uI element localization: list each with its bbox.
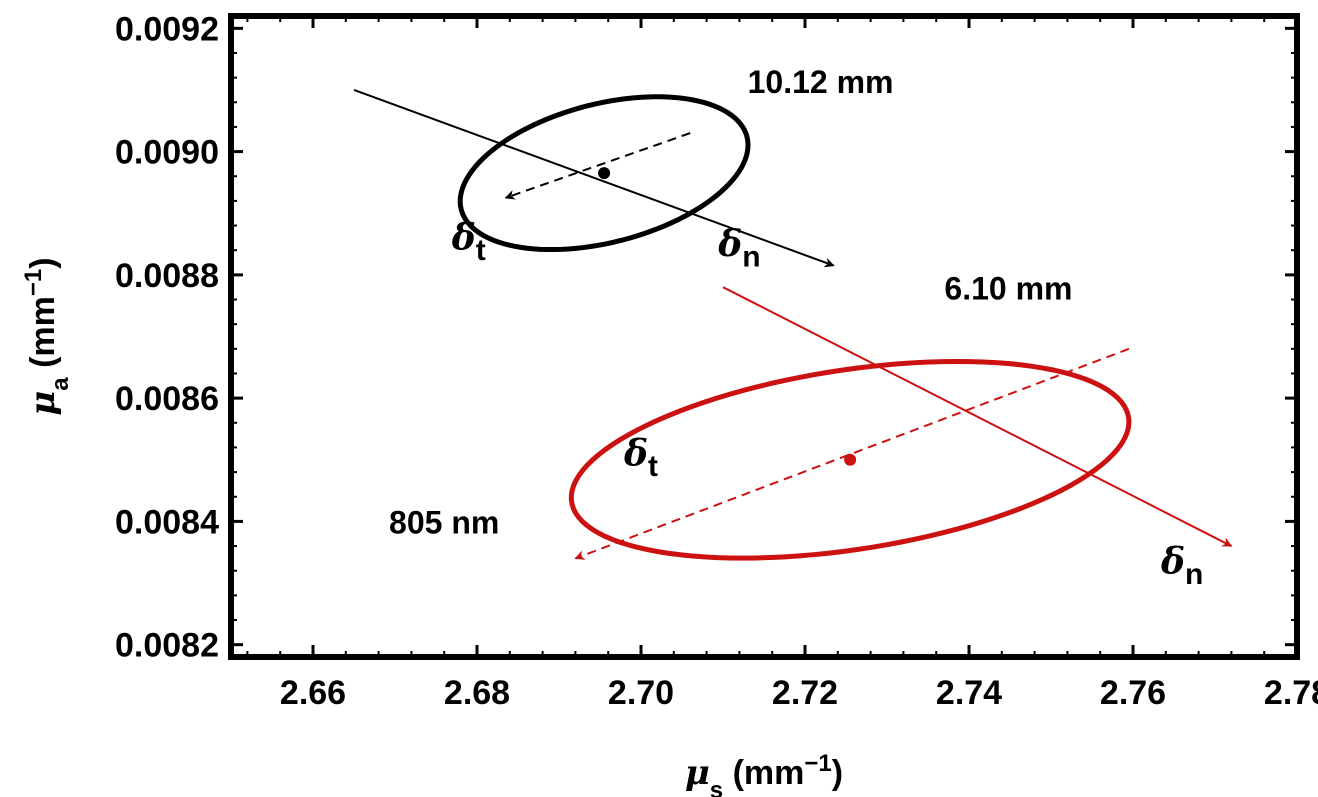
x-tick-label: 2.74 [936, 674, 1002, 712]
x-tick-label: 2.66 [280, 674, 346, 712]
delta-n-arrow [722, 286, 1233, 547]
delta-n-label: δn [1160, 541, 1203, 591]
y-tick-label: 0.0086 [115, 380, 219, 418]
delta-n-arrow [353, 89, 835, 268]
axis-ticks [231, 16, 1299, 657]
delta-n-label: δn [717, 223, 760, 273]
x-axis-title: μs (mm−1) [685, 750, 843, 797]
x-tick-label: 2.70 [608, 674, 674, 712]
wavelength-annotation: 805 nm [389, 505, 499, 541]
y-axis-title: μa (mm−1) [20, 257, 74, 415]
x-tick-label: 2.76 [1100, 674, 1166, 712]
y-tick-label: 0.0088 [115, 257, 219, 295]
confidence-ellipse [457, 94, 751, 253]
y-tick-label: 0.0084 [115, 503, 219, 541]
series-1: 10.12 mm δn δt [353, 64, 894, 273]
series-2: 6.10 mm δn δt [568, 271, 1233, 591]
delta-t-arrow [574, 347, 1130, 560]
delta-t-label: δt [623, 433, 658, 483]
x-tick-label: 2.78 [1264, 674, 1318, 712]
x-tick-label: 2.72 [772, 674, 838, 712]
series-label: 10.12 mm [748, 64, 894, 100]
center-point [598, 167, 611, 180]
y-tick-label: 0.0092 [115, 10, 219, 48]
y-tick-label: 0.0090 [115, 134, 219, 172]
plot-frame [228, 13, 1300, 660]
series-label: 6.10 mm [944, 271, 1072, 307]
x-tick-label: 2.68 [444, 674, 510, 712]
delta-t-label: δt [451, 217, 486, 267]
plot-marks: 10.12 mm δn δt 6.10 mm δn δt 805 nm [353, 64, 1233, 591]
center-point [844, 453, 857, 466]
delta-t-arrow [504, 132, 691, 200]
axis-tick-labels: 2.66 2.68 2.70 2.72 2.74 2.76 2.78 0.0082 0.0084… [115, 10, 1318, 712]
confidence-ellipse [568, 358, 1132, 561]
y-tick-label: 0.0082 [115, 627, 219, 665]
